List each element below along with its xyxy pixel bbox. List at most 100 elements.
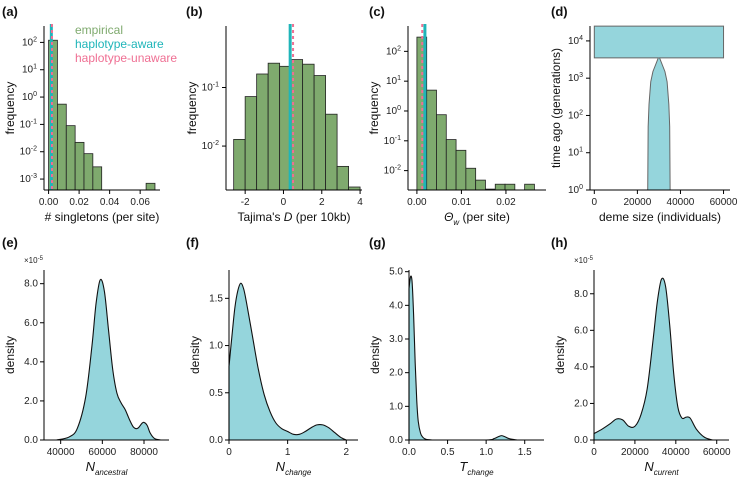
panel-g: 0.0 0.5 1.0 1.5 0.0 1.0 2.0 3.0 4.0 5.0 density (g)… [368,235,544,477]
panel-label: (h) [551,235,568,250]
panel-e: 40000 60000 80000 0.0 2.0 4.0 6.0 8.0 density (e)… [2,235,169,477]
y-tick-label: 101 [22,64,37,76]
x-axis-label: deme size (individuals) [599,210,721,224]
histogram-bar [256,73,269,191]
legend-empirical: empirical [75,23,123,37]
density-curve [593,277,713,441]
x-tick-label: 0.0 [402,447,416,458]
y-tick-label: 6.0 [574,325,588,336]
y-tick-label: 1.0 [389,401,403,412]
histogram-bar [74,141,85,191]
density-curve [228,282,347,441]
x-tick-label: 40000 [47,447,75,458]
x-tick-label: 20000 [623,197,651,208]
y-axis-label: frequency [367,82,381,135]
x-tick-label: 4 [357,197,363,208]
y-tick-label: 2.0 [574,398,588,409]
histogram-bar [426,89,437,191]
y-axis-label: frequency [3,82,17,135]
y-tick-label: 1.0 [209,341,223,352]
y-axis-label: density [368,336,382,374]
y-tick-label: 5.0 [389,267,403,278]
y-tick-label: 100 [22,91,37,103]
x-axis-label: Tchange [459,459,494,477]
x-axis-label: Nchange [276,459,312,477]
histogram-bar [302,63,315,191]
x-tick-label: 80000 [130,447,158,458]
panel-a: 0.00 0.02 0.04 0.06 10-3 10-2 10-1 100 101 102 fre… [2,4,177,224]
x-tick-label: 1.0 [479,447,493,458]
x-tick-label: 40000 [667,197,695,208]
x-tick-label: 2 [319,197,325,208]
y-tick-label: 100 [386,105,401,117]
x-tick-label: 1 [285,447,291,458]
histogram-bar [465,167,477,191]
y-axis-label: time ago (generations) [549,48,563,168]
panel-h: 0 20000 40000 60000 0.0 2.0 4.0 6.0 8.0 density (h… [551,235,731,477]
y-axis-label: density [553,336,567,374]
y-tick-label: 10-2 [202,140,219,152]
histogram-bar [92,166,103,191]
x-tick-label: 0.04 [100,197,120,208]
y-tick-label: 0.0 [24,435,38,446]
x-tick-label: 0 [281,197,287,208]
x-axis-label: Ncurrent [644,459,679,477]
y-tick-label: 101 [386,75,401,87]
panel-label: (d) [551,4,568,19]
y-tick-label: 10-2 [20,146,37,158]
y-tick-label: 104 [568,35,583,47]
histogram-bar [524,183,535,191]
legend: empiricalhaplotype-awarehaplotype-unawar… [75,23,177,65]
histogram-bar [455,149,467,191]
y-tick-label: 4.0 [389,300,403,311]
y-tick-label: 3.0 [389,334,403,345]
x-tick-label: 0.06 [130,197,150,208]
y-tick-label: 0.5 [209,388,223,399]
panel-label: (b) [186,4,203,19]
y-tick-label: 103 [568,72,583,84]
x-tick-label: 0 [591,447,597,458]
histogram-bar [475,179,486,191]
x-tick-label: 0 [226,447,232,458]
y-tick-label: 2.0 [24,396,38,407]
panel-label: (e) [2,235,18,250]
x-axis-label: Tajima's D (per 10kb) [237,210,350,224]
y-tick-label: 102 [568,109,583,121]
y-axis-label: density [3,336,17,374]
x-tick-label: 1.5 [518,447,532,458]
histogram-bar [336,165,349,191]
legend-haplotype-aware: haplotype-aware [75,37,164,51]
histogram-bar [244,96,258,191]
y-multiplier: ×10-5 [24,256,44,265]
y-tick-label: 8.0 [24,279,38,290]
y-tick-label: 0.0 [209,435,223,446]
x-axis-label: Nancestral [86,459,128,477]
y-tick-label: 6.0 [24,318,38,329]
x-tick-label: 0.00 [407,197,427,208]
x-tick-label: 60000 [88,447,116,458]
histogram-bar [65,125,76,191]
y-multiplier: ×10-5 [574,256,594,265]
y-tick-label: 10-1 [20,118,37,130]
y-tick-label: 10-3 [20,173,37,185]
x-tick-label: 40000 [662,447,690,458]
panel-label: (a) [2,4,18,19]
x-tick-label: -2 [241,197,250,208]
density-curve [56,278,161,441]
histogram-bar [145,182,156,191]
histogram-bar [494,183,506,191]
histogram-bar [325,113,338,191]
y-axis-label: density [188,336,202,374]
panel-c: 0.00 0.01 0.02 10-2 10-1 100 101 102 frequency (c… [367,4,546,227]
x-tick-label: 0.01 [452,197,472,208]
y-tick-label: 1.5 [209,293,223,304]
x-tick-label: 2 [343,447,349,458]
deme-shape [593,25,725,191]
density-curve [408,275,518,441]
panel-label: (f) [186,235,199,250]
histogram-bar [83,153,94,191]
x-tick-label: 0.02 [496,197,516,208]
histogram-bar [313,75,327,191]
y-tick-label: 8.0 [574,289,588,300]
